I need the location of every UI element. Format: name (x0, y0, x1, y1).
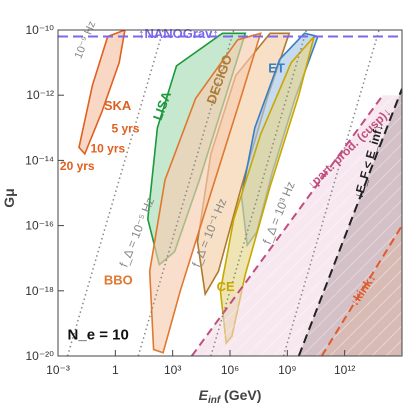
y-tick-label-1: 10⁻¹² (26, 88, 54, 102)
region-bbo (148, 32, 262, 354)
label-ska-5yrs: 5 yrs (112, 122, 140, 136)
constraint-line-1 (297, 88, 402, 356)
x-axis-label: Einf (GeV) (199, 387, 262, 406)
x-tick-label-5: 10¹² (334, 363, 355, 377)
x-axis-ticks: 10⁻³ 1 10³ 10⁶ 10⁹ 10¹² (46, 350, 355, 377)
y-tick-label-4: 10⁻¹⁸ (25, 284, 54, 298)
nanograv-label: ↑NANOGrav↑ (138, 26, 219, 41)
constraint-hatch-2 (321, 225, 402, 356)
label-ska-20yrs: 20 yrs (60, 159, 95, 173)
x-tick-label-0: 10⁻³ (46, 363, 70, 377)
label-bbo: BBO (104, 272, 133, 287)
x-tick-label-1: 1 (112, 363, 119, 377)
y-tick-label-5: 10⁻²⁰ (26, 349, 55, 363)
label-ska: SKA (104, 98, 132, 113)
label-et: ET (268, 60, 285, 75)
x-tick-label-4: 10⁹ (278, 363, 297, 377)
y-axis-ticks: 10⁻¹⁰ 10⁻¹² 10⁻¹⁴ 10⁻¹⁶ 10⁻¹⁸ 10⁻²⁰ (25, 23, 64, 363)
y-tick-label-3: 10⁻¹⁶ (25, 219, 54, 233)
y-axis-label: Gμ (1, 188, 17, 207)
y-tick-label-2: 10⁻¹⁴ (25, 153, 54, 167)
label-ska-10yrs: 10 yrs (90, 141, 125, 155)
x-tick-label-3: 10⁶ (221, 363, 239, 377)
label-ne: N_e = 10 (68, 327, 129, 344)
x-tick-label-2: 10³ (164, 363, 181, 377)
label-ce: CE (217, 279, 235, 294)
detector-regions (58, 30, 402, 354)
y-tick-label-0: 10⁻¹⁰ (26, 23, 55, 37)
region-ska (78, 30, 126, 156)
constraint-regions (190, 88, 402, 356)
